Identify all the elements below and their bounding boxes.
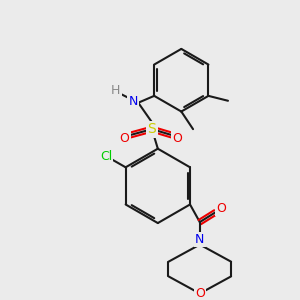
Text: O: O [195,287,205,300]
Text: H: H [111,85,120,98]
Text: O: O [172,132,182,146]
Text: N: N [129,95,138,108]
Text: Cl: Cl [100,150,112,163]
Text: N: N [195,233,205,246]
Text: S: S [148,122,156,136]
Text: O: O [216,202,226,215]
Text: O: O [120,132,130,146]
